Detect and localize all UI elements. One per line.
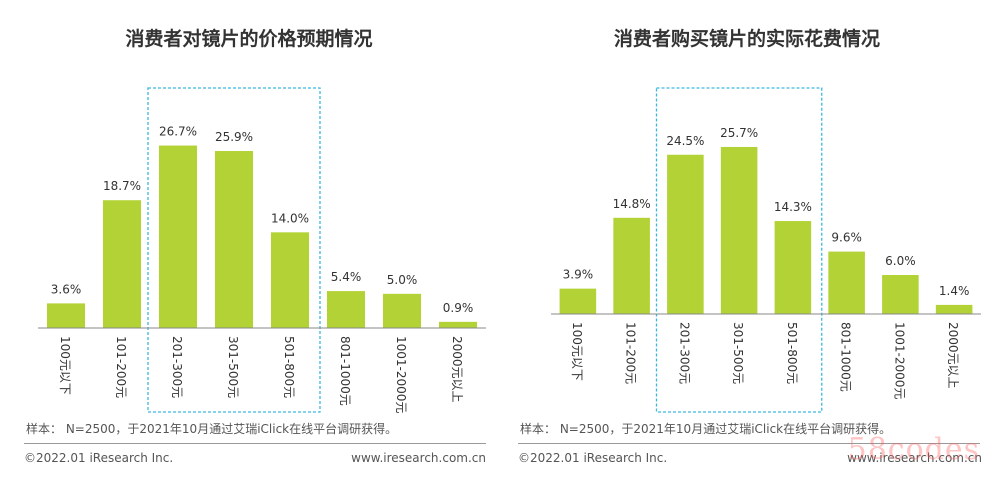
right-value-label-5: 14.3% (774, 200, 812, 214)
left-value-label-6: 5.4% (331, 270, 362, 284)
left-value-label-8: 0.9% (443, 301, 474, 315)
left-category-label-5: 501-800元 (282, 336, 296, 398)
right-value-label-3: 24.5% (666, 134, 704, 148)
left-category-label-8: 2000元以上 (450, 336, 464, 403)
left-chart-title: 消费者对镜片的价格预期情况 (125, 28, 373, 50)
right-category-label-4: 301-500元 (731, 322, 745, 384)
right-chart-panel: 消费者购买镜片的实际花费情况 3.9% 100元以下 14.8% 101-200元 24… (498, 0, 996, 478)
left-bar-2 (102, 200, 142, 328)
right-category-label-1: 100元以下 (570, 322, 584, 381)
right-footer-site: www.iresearch.com.cn (847, 451, 982, 465)
left-footer-rule (24, 443, 486, 444)
right-bar-1 (559, 288, 597, 314)
right-highlight-box (655, 87, 823, 413)
right-value-label-7: 6.0% (885, 254, 916, 268)
right-value-label-8: 1.4% (939, 284, 970, 298)
right-sample-note: 样本： N=2500，于2021年10月通过艾瑞iClick在线平台调研获得。 (520, 422, 892, 436)
right-bar-2 (613, 217, 650, 314)
right-value-label-6: 9.6% (831, 231, 862, 245)
right-category-label-5: 501-800元 (785, 322, 799, 384)
left-category-label-4: 301-500元 (226, 336, 240, 398)
left-bar-5 (270, 232, 310, 328)
left-category-label-6: 801-1000元 (338, 336, 352, 406)
left-bar-3 (158, 145, 198, 328)
left-category-label-1: 100元以下 (58, 336, 72, 395)
right-value-label-4: 25.7% (720, 126, 758, 140)
right-bar-8 (935, 304, 973, 314)
right-chart-title: 消费者购买镜片的实际花费情况 (613, 28, 880, 50)
right-bar-4 (720, 146, 758, 314)
right-bar-3 (667, 154, 704, 314)
left-value-label-4: 25.9% (215, 130, 253, 144)
watermark-58codes: 58codes (847, 432, 980, 467)
left-value-label-2: 18.7% (103, 179, 141, 193)
left-highlight-box (147, 87, 321, 413)
right-category-label-3: 201-300元 (677, 322, 691, 384)
left-chart-panel: 消费者对镜片的价格预期情况 3.6% 100元以下 18.7% 101-200元 26.… (24, 28, 486, 465)
left-category-label-3: 201-300元 (170, 336, 184, 398)
left-bar-1 (46, 303, 86, 328)
right-bar-7 (882, 275, 919, 314)
left-bar-7 (382, 293, 422, 328)
left-footer-site: www.iresearch.com.cn (351, 451, 486, 465)
right-category-label-7: 1001-2000元 (892, 322, 906, 399)
left-category-label-7: 1001-2000元 (394, 336, 408, 413)
left-category-label-2: 101-200元 (114, 336, 128, 398)
right-category-label-6: 801-1000元 (839, 322, 853, 392)
left-bar-4 (214, 151, 254, 328)
right-value-label-1: 3.9% (563, 268, 594, 282)
left-bar-6 (326, 291, 366, 328)
left-value-label-5: 14.0% (271, 211, 309, 225)
left-bar-8 (438, 321, 478, 328)
left-footer-copyright: ©2022.01 iResearch Inc. (24, 451, 174, 465)
left-bar-chart: 3.6% 100元以下 18.7% 101-200元 26.7% 201-300元 25.9… (38, 87, 486, 413)
right-footer-copyright: ©2022.01 iResearch Inc. (518, 451, 668, 465)
left-value-label-7: 5.0% (387, 273, 418, 287)
left-value-label-1: 3.6% (51, 282, 82, 296)
right-category-label-2: 101-200元 (624, 322, 638, 384)
right-bar-6 (828, 251, 865, 314)
right-category-label-8: 2000元以上 (946, 322, 960, 389)
left-sample-note: 样本： N=2500，于2021年10月通过艾瑞iClick在线平台调研获得。 (26, 422, 398, 436)
right-bar-5 (774, 221, 812, 314)
right-footer-rule (518, 443, 980, 444)
right-bar-chart: 3.9% 100元以下 14.8% 101-200元 24.5% 201-300元 25.7… (551, 87, 981, 413)
right-value-label-2: 14.8% (613, 197, 651, 211)
left-value-label-3: 26.7% (159, 125, 197, 139)
